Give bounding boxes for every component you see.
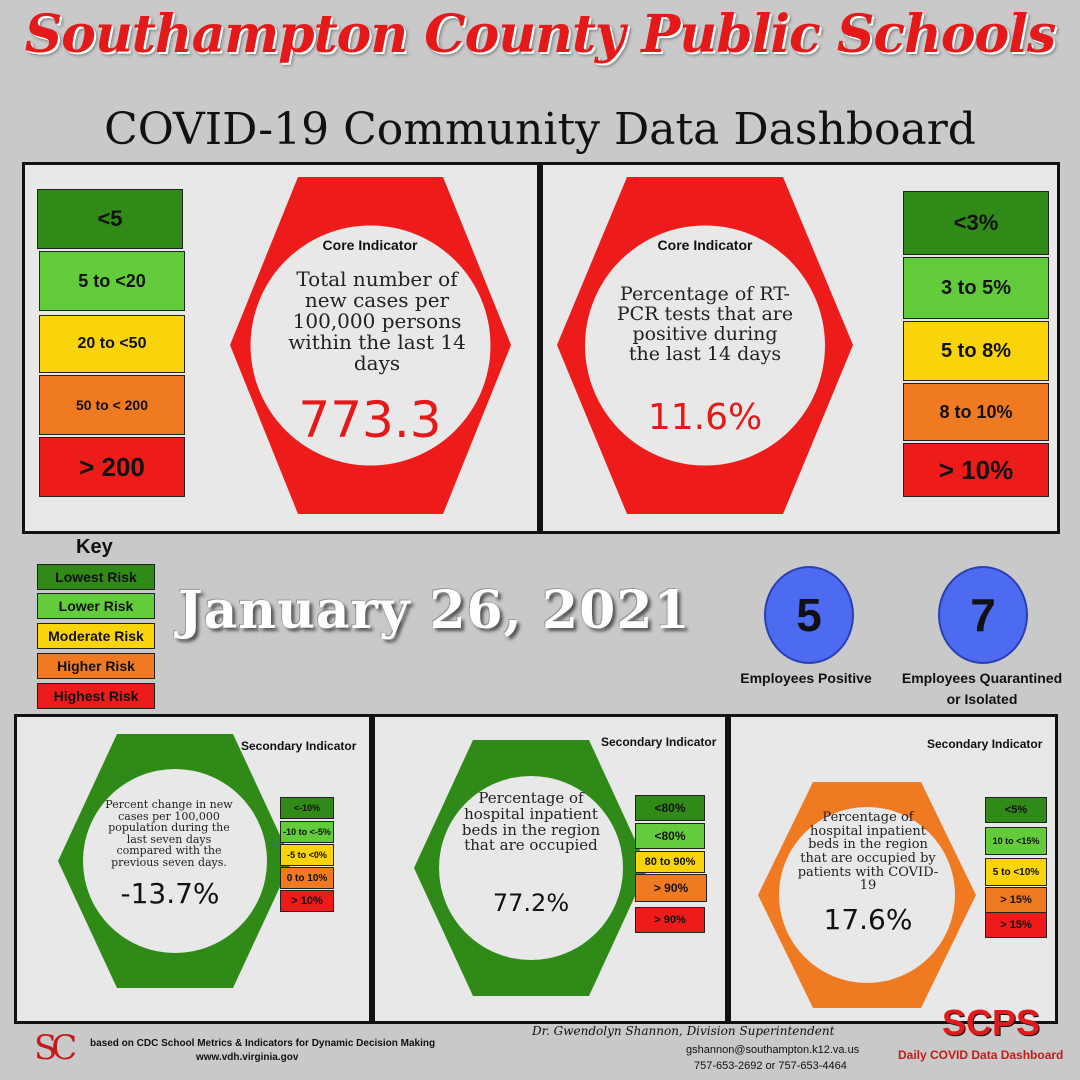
brand-subtitle: Daily COVID Data Dashboard	[898, 1048, 1064, 1062]
employees-positive-label: Employees Positive	[740, 670, 872, 686]
scale-moderate: -5 to <0%	[280, 844, 334, 866]
scale-moderate: 20 to <50	[39, 315, 185, 373]
secondary-hexagon	[414, 740, 648, 996]
scale-lowest: <5	[37, 189, 183, 249]
secondary-hexagon	[758, 782, 976, 1008]
secondary-panel-hospital-beds: Secondary Indicator Percentage of hospit…	[372, 714, 728, 1024]
source-line: based on CDC School Metrics & Indicators…	[90, 1038, 436, 1049]
secondary-panel-case-change: Secondary Indicator Percent change in ne…	[14, 714, 372, 1024]
superintendent-name: Dr. Gwendolyn Shannon, Division Superint…	[532, 1024, 835, 1038]
secondary-description: Percent change in new cases per 100,000 …	[105, 798, 233, 869]
secondary-value: -13.7%	[120, 877, 220, 910]
secondary-indicator-label: Secondary Indicator	[927, 737, 1043, 751]
district-logo: SC	[34, 1028, 77, 1068]
employees-quarantined-label: Employees Quarantined or Isolated	[901, 670, 1063, 707]
scale-higher: 8 to 10%	[903, 383, 1049, 441]
scale-higher: > 90%	[635, 874, 707, 902]
core-indicator-value: 11.6%	[647, 397, 763, 438]
scale-moderate: 5 to <10%	[985, 858, 1047, 886]
key-title: Key	[76, 536, 113, 558]
employees-positive-count: 5	[764, 566, 854, 664]
report-date: January 26, 2021	[178, 580, 691, 641]
core-indicator-description: Percentage of RT-PCR tests that are posi…	[616, 283, 794, 365]
key-lowest-risk: Lowest Risk	[37, 564, 155, 590]
core-indicator-description: Total number of new cases per 100,000 pe…	[288, 267, 466, 375]
secondary-value: 17.6%	[823, 903, 913, 936]
scale-lower: 5 to <20	[39, 251, 185, 311]
key-moderate-risk: Moderate Risk	[37, 623, 155, 649]
scale-moderate: 80 to 90%	[635, 851, 705, 873]
core-indicator-label: Core Indicator	[657, 237, 753, 253]
secondary-value: 77.2%	[492, 889, 570, 917]
scale-lowest: <80%	[635, 795, 705, 821]
scale-lower: <80%	[635, 823, 705, 849]
contact-email[interactable]: gshannon@southampton.k12.va.us	[686, 1044, 860, 1056]
core-hexagon	[557, 177, 853, 514]
core-panel-cases: <5 5 to <20 20 to <50 50 to < 200 > 200 …	[22, 162, 540, 534]
scale-highest: > 10%	[903, 443, 1049, 497]
core-hexagon	[230, 177, 511, 514]
key-highest-risk: Highest Risk	[37, 683, 155, 709]
secondary-hexagon	[58, 734, 292, 988]
secondary-description: Percentage of hospital inpatient beds in…	[461, 789, 601, 855]
secondary-description: Percentage of hospital inpatient beds in…	[797, 810, 939, 894]
scale-lowest: <-10%	[280, 797, 334, 819]
brand-logo: SCPS	[942, 1002, 1041, 1043]
scale-lower: -10 to <-5%	[280, 821, 334, 843]
scale-lowest: <3%	[903, 191, 1049, 255]
key-higher-risk: Higher Risk	[37, 653, 155, 679]
scale-highest: > 90%	[635, 907, 705, 933]
scale-moderate: 5 to 8%	[903, 321, 1049, 381]
scale-highest: > 10%	[280, 890, 334, 912]
contact-phone: 757-653-2692 or 757-653-4464	[694, 1060, 847, 1072]
core-panel-tests: Core Indicator Percentage of RT-PCR test…	[540, 162, 1060, 534]
secondary-indicator-label: Secondary Indicator	[241, 739, 357, 753]
key-lower-risk: Lower Risk	[37, 593, 155, 619]
page-subtitle: COVID-19 Community Data Dashboard	[104, 104, 976, 155]
scale-lower: 10 to <15%	[985, 827, 1047, 855]
scale-lower: 3 to 5%	[903, 257, 1049, 319]
source-url: www.vdh.virginia.gov	[196, 1052, 299, 1063]
secondary-panel-covid-beds: Secondary Indicator Percentage of hospit…	[728, 714, 1058, 1024]
core-indicator-label: Core Indicator	[322, 237, 418, 253]
scale-lowest: <5%	[985, 797, 1047, 823]
scale-higher: 0 to 10%	[280, 867, 334, 889]
scale-higher: > 15%	[985, 887, 1047, 913]
core-indicator-value: 773.3	[298, 391, 442, 449]
scale-highest: > 15%	[985, 912, 1047, 938]
scale-highest: > 200	[39, 437, 185, 497]
secondary-indicator-label: Secondary Indicator	[601, 735, 717, 749]
page-title: Southampton County Public Schools	[24, 4, 1057, 65]
scale-higher: 50 to < 200	[39, 375, 185, 435]
employees-quarantined-count: 7	[938, 566, 1028, 664]
